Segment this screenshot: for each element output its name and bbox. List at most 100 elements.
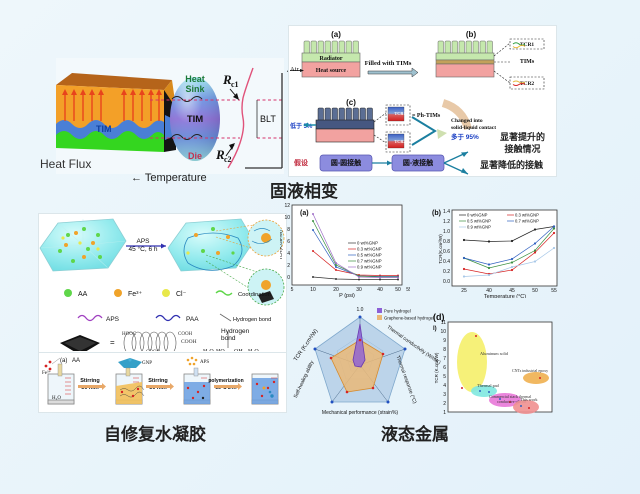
svg-text:= Ph-TIMs: = Ph-TIMs (412, 113, 441, 119)
svg-text:11: 11 (441, 320, 446, 326)
svg-text:1.4: 1.4 (443, 209, 450, 215)
svg-text:Die: Die (188, 151, 202, 161)
svg-text:BLT: BLT (260, 114, 276, 124)
svg-text:TIMs: TIMs (520, 59, 535, 65)
svg-text:← Temperature: ← Temperature (131, 172, 207, 184)
svg-text:Pure hydrogel: Pure hydrogel (384, 309, 411, 314)
svg-text:10: 10 (284, 215, 290, 221)
svg-text:P (psi): P (psi) (339, 293, 355, 298)
svg-text:圆-圆接触: 圆-圆接触 (331, 158, 361, 167)
svg-text:(b): (b) (466, 30, 477, 39)
svg-text:TCR(K.cm²/W): TCR(K.cm²/W) (280, 230, 283, 260)
svg-text:PAA: PAA (186, 316, 199, 323)
svg-text:50: 50 (395, 287, 401, 293)
svg-text:0.6: 0.6 (443, 249, 450, 255)
svg-text:1.0: 1.0 (443, 229, 450, 235)
svg-text:1.2: 1.2 (443, 219, 450, 225)
svg-text:TCR (K.cm²/W): TCR (K.cm²/W) (293, 328, 320, 362)
svg-text:TIM: TIM (96, 124, 112, 134)
svg-text:GNP: GNP (142, 361, 152, 366)
svg-text:Heat source: Heat source (316, 68, 347, 74)
svg-text:25: 25 (461, 288, 467, 294)
svg-text:Aluminum solid: Aluminum solid (480, 351, 509, 356)
svg-text:l): l) (433, 326, 437, 332)
svg-text:HO: HO (216, 349, 225, 351)
svg-text:Heat Flux: Heat Flux (40, 157, 91, 171)
svg-text:Thermal pad: Thermal pad (477, 383, 500, 388)
svg-text:0.5 wt%GNP: 0.5 wt%GNP (467, 219, 491, 224)
svg-text:0 wt%GNP: 0 wt%GNP (467, 213, 488, 218)
svg-text:APS: APS (106, 316, 120, 323)
svg-text:4: 4 (443, 383, 446, 389)
svg-text:TCR2: TCR2 (394, 139, 405, 144)
svg-text:30: 30 (356, 287, 362, 293)
svg-text:Sink: Sink (185, 84, 205, 94)
svg-text:0.7 wt%GNP: 0.7 wt%GNP (357, 259, 382, 264)
svg-text:Cl⁻: Cl⁻ (176, 291, 187, 298)
svg-text:Stirring: Stirring (80, 378, 100, 384)
svg-text:(a): (a) (300, 210, 309, 217)
svg-text:AA: AA (72, 358, 80, 364)
svg-text:0.9 wt%GNP: 0.9 wt%GNP (467, 225, 491, 230)
svg-text:2: 2 (287, 263, 290, 269)
svg-text:4: 4 (287, 251, 290, 257)
svg-text:12: 12 (284, 203, 290, 209)
svg-text:(a): (a) (60, 358, 67, 364)
svg-text:1: 1 (443, 410, 446, 416)
svg-text:H₂O: H₂O (203, 349, 214, 351)
svg-text:HOOC: HOOC (122, 332, 137, 337)
svg-text:Heat: Heat (185, 74, 205, 84)
svg-text:0.7 wt%GNP: 0.7 wt%GNP (515, 219, 539, 224)
svg-text:This work: This work (520, 397, 538, 402)
svg-text:TCR (K.cm²/W): TCR (K.cm²/W) (434, 352, 439, 383)
svg-text:0.9 wt%GNP: 0.9 wt%GNP (357, 265, 382, 270)
svg-text:CNTs industrial epoxy: CNTs industrial epoxy (512, 368, 548, 373)
svg-text:polymerization: polymerization (208, 378, 243, 384)
svg-text:1.0: 1.0 (357, 307, 364, 313)
svg-text:8: 8 (287, 227, 290, 233)
svg-text:圆-液接触: 圆-液接触 (403, 158, 433, 167)
svg-text:OH: OH (234, 349, 243, 351)
svg-text:(c): (c) (346, 98, 356, 107)
svg-text:50: 50 (532, 288, 538, 294)
svg-text:Changed into: Changed into (451, 118, 483, 124)
svg-text:Hydrogen: Hydrogen (221, 328, 250, 335)
svg-text:9: 9 (443, 338, 446, 344)
svg-text:0.2: 0.2 (443, 269, 450, 275)
svg-text:10: 10 (310, 287, 316, 293)
svg-text:5: 5 (291, 287, 294, 293)
svg-text:APS: APS (200, 360, 209, 365)
svg-text:c1: c1 (231, 80, 239, 89)
svg-text:Hydrogen bond: Hydrogen bond (233, 317, 271, 323)
svg-text:0.3 wt%GNP: 0.3 wt%GNP (515, 213, 539, 218)
svg-text:Graphene-based hydrogel: Graphene-based hydrogel (384, 316, 434, 321)
svg-text:0.8: 0.8 (443, 239, 450, 245)
svg-text:=: = (110, 338, 115, 347)
svg-text:(b): (b) (432, 210, 441, 217)
svg-text:COOH: COOH (146, 350, 161, 351)
svg-text:TCR1: TCR1 (394, 111, 405, 116)
svg-text:Temperature (°C): Temperature (°C) (484, 294, 526, 298)
svg-text:55: 55 (551, 288, 557, 294)
svg-text:Filled with TIMs: Filled with TIMs (365, 60, 412, 67)
svg-text:H₂O: H₂O (248, 349, 259, 351)
svg-text:Air: Air (290, 66, 300, 73)
svg-text:Coordination: Coordination (238, 292, 271, 298)
svg-text:0 wt%GNP: 0 wt%GNP (357, 241, 378, 246)
svg-text:COOH: COOH (181, 339, 197, 345)
svg-text:Fe³⁺: Fe³⁺ (128, 291, 143, 298)
svg-text:TCR(K.cm²/W): TCR(K.cm²/W) (438, 234, 443, 264)
svg-text:40: 40 (377, 287, 383, 293)
svg-text:APS: APS (136, 238, 150, 245)
svg-text:6: 6 (443, 365, 446, 371)
svg-text:H₂O: H₂O (52, 396, 61, 401)
svg-text:Mechanical performance (strain: Mechanical performance (strain%) (322, 410, 398, 416)
svg-text:Radiator: Radiator (320, 56, 343, 62)
svg-text:6: 6 (287, 239, 290, 245)
svg-text:假设: 假设 (294, 158, 309, 167)
svg-text:10: 10 (440, 329, 446, 335)
svg-text:Stirring: Stirring (148, 378, 168, 384)
svg-text:TIM: TIM (187, 114, 203, 125)
svg-text:2: 2 (443, 401, 446, 407)
svg-text:0.0: 0.0 (443, 279, 450, 285)
